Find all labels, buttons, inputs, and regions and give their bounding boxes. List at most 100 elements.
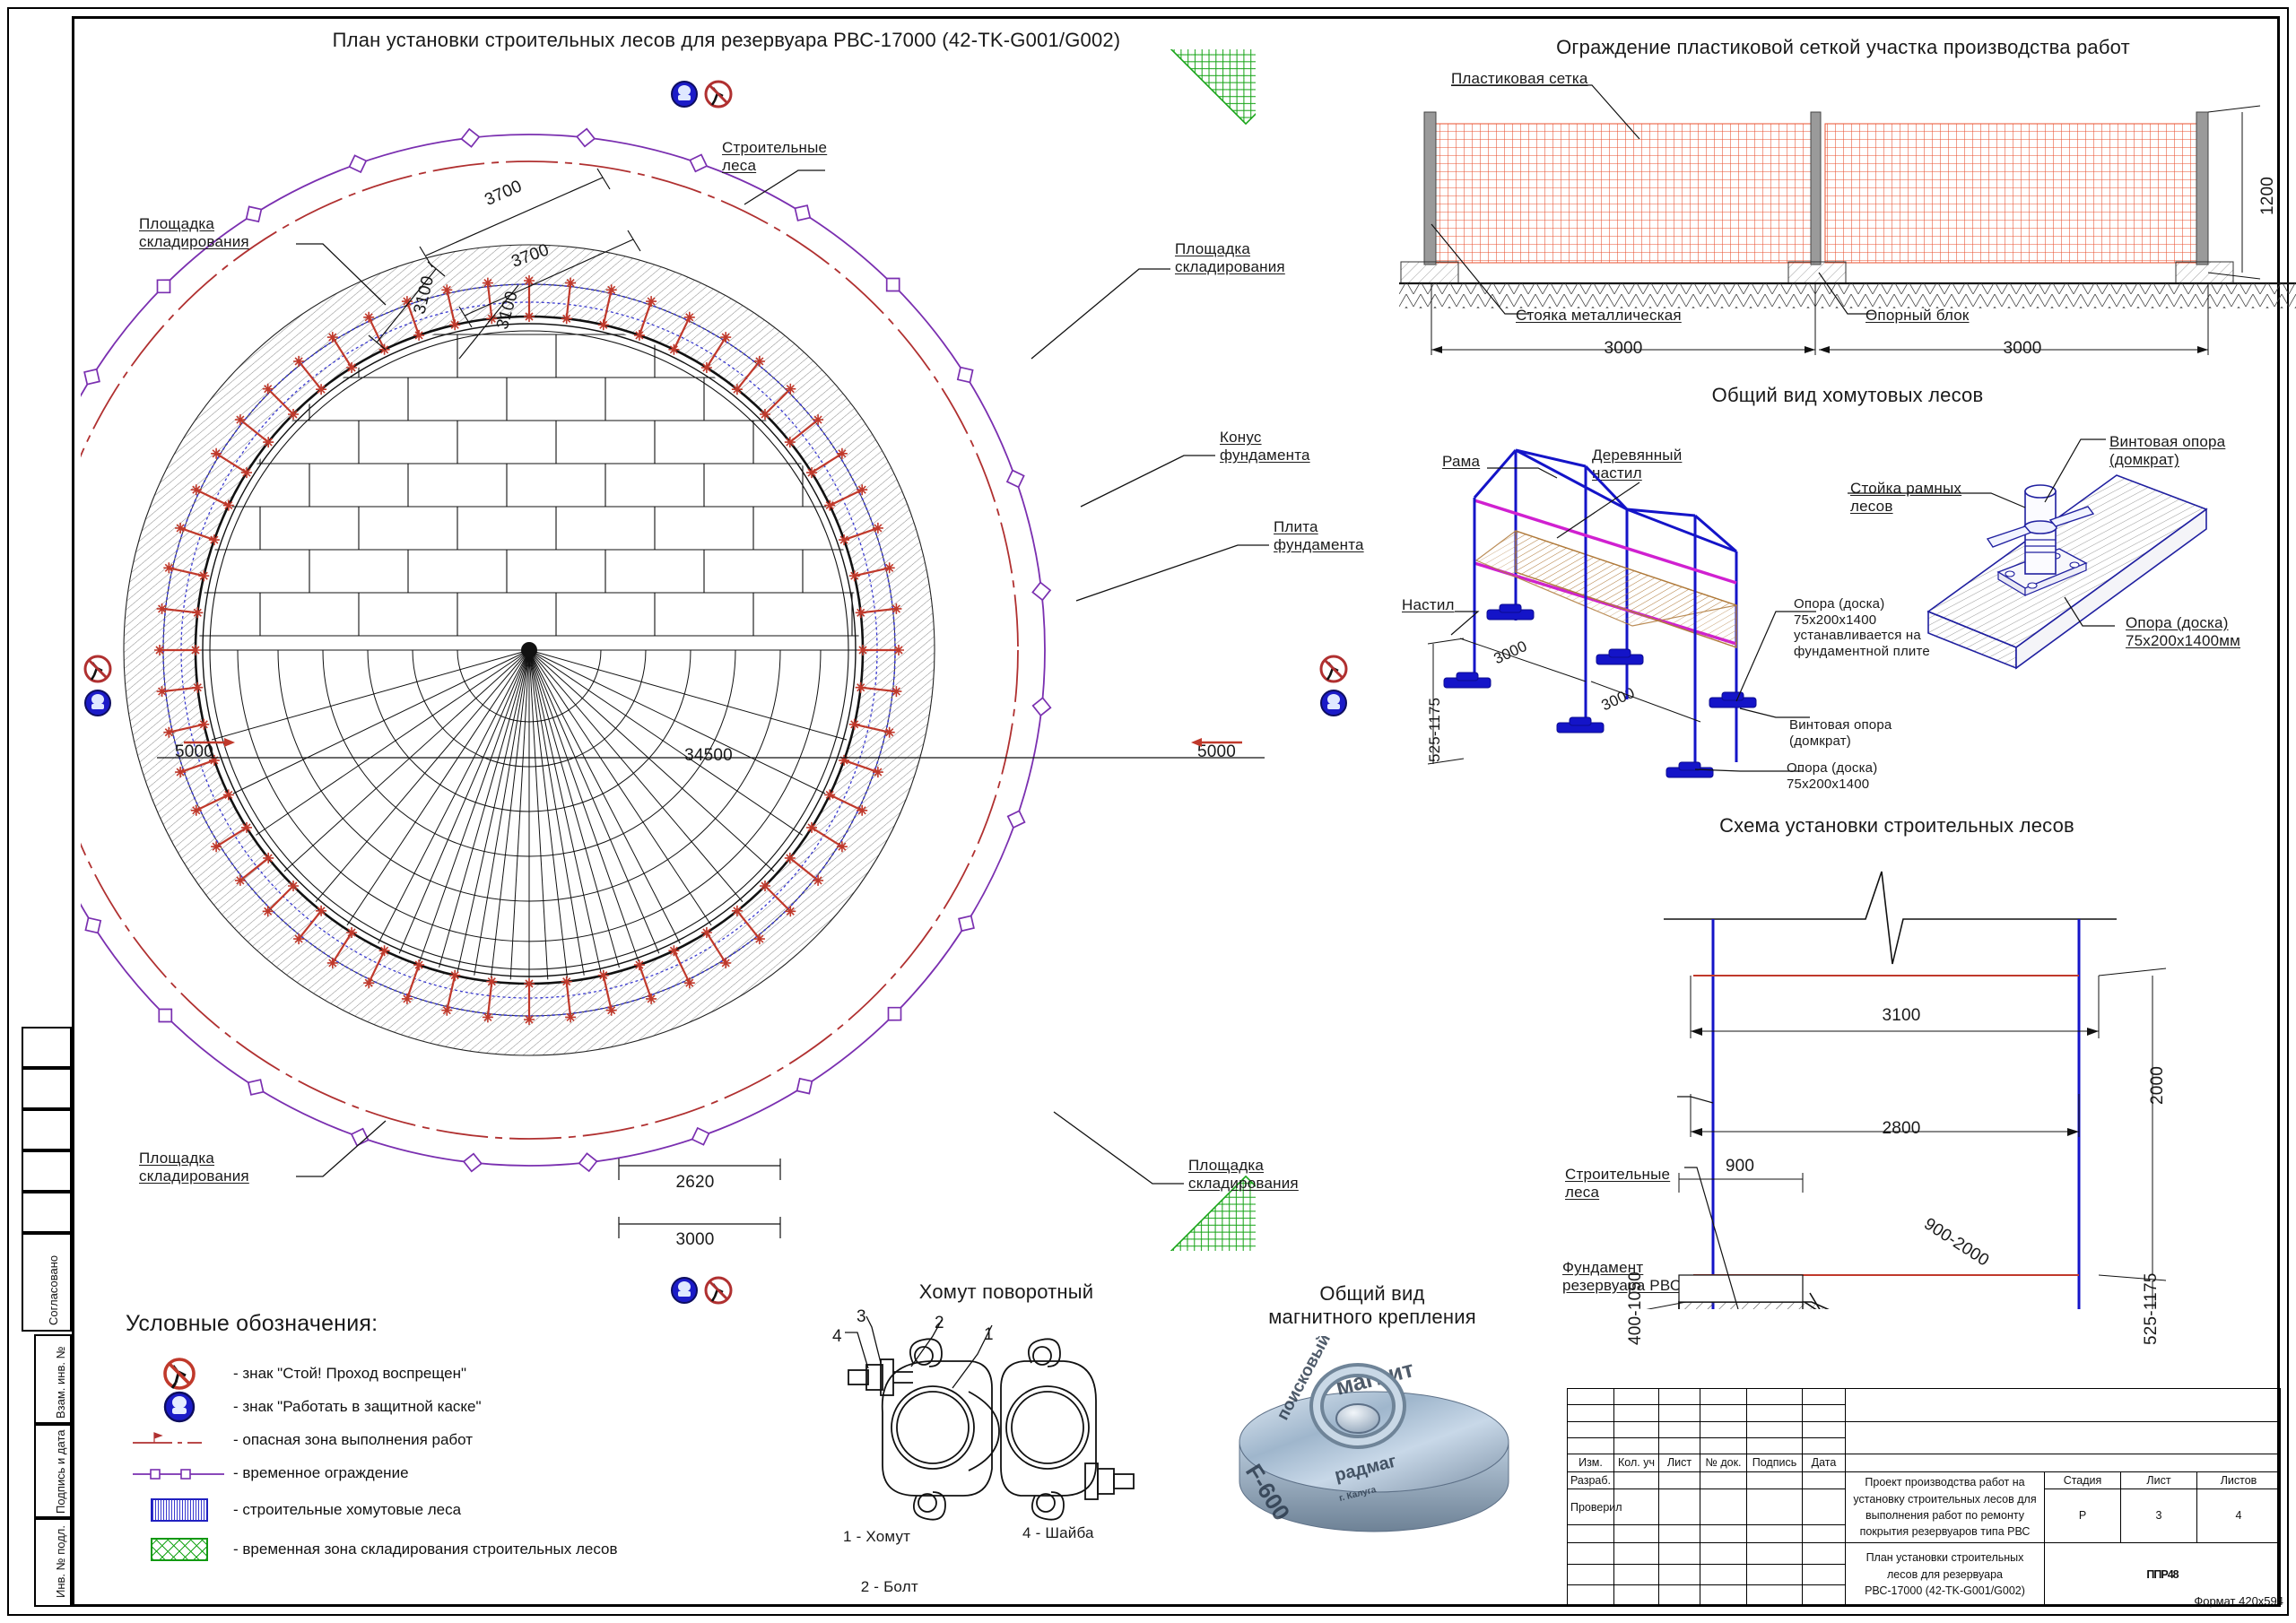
tb-rev-cell[interactable] bbox=[1658, 1420, 1700, 1438]
tb-rev-cell[interactable] bbox=[1700, 1387, 1747, 1406]
tb-role-cell[interactable] bbox=[1746, 1471, 1803, 1490]
tb-role-cell[interactable] bbox=[1658, 1584, 1700, 1607]
tb-role-cell[interactable] bbox=[1746, 1563, 1803, 1586]
tb-sheet-value: 3 bbox=[2120, 1488, 2197, 1543]
tb-role-cell[interactable] bbox=[1658, 1471, 1700, 1490]
tb-role-cell[interactable] bbox=[1658, 1488, 1700, 1526]
jack-label-post: Стойка рамных лесов bbox=[1850, 480, 1962, 516]
scaffold3d-drawing bbox=[1427, 448, 1816, 778]
lm-box-podpis bbox=[34, 1424, 72, 1518]
tb-role-cell[interactable] bbox=[1700, 1541, 1747, 1565]
sign-pair-bottom bbox=[671, 1276, 733, 1305]
tb-role-cell[interactable] bbox=[1746, 1541, 1803, 1565]
tb-role-cell[interactable] bbox=[1567, 1563, 1614, 1586]
temporary-fence-line bbox=[81, 134, 1046, 1167]
lm-cell-1 bbox=[22, 1027, 72, 1068]
lm-cell-4 bbox=[22, 1150, 72, 1192]
tb-rev-cell[interactable] bbox=[1567, 1404, 1614, 1422]
tb-role-cell[interactable] bbox=[1613, 1563, 1659, 1586]
lm-cell-5 bbox=[22, 1192, 72, 1233]
scaffold3d-panel-title: Общий вид хомутовых лесов bbox=[1711, 384, 1984, 406]
tb-role-cell[interactable] bbox=[1802, 1563, 1846, 1586]
install-dim-3100: 3100 bbox=[1882, 1006, 1921, 1025]
tb-rev-cell[interactable] bbox=[1746, 1436, 1803, 1455]
tb-rev-cell[interactable] bbox=[1613, 1436, 1659, 1455]
tb-head-stadia: Стадия bbox=[2044, 1471, 2121, 1490]
tb-role-cell[interactable] bbox=[1613, 1584, 1659, 1607]
tb-role-cell[interactable] bbox=[1700, 1524, 1747, 1543]
tb-rev-cell[interactable] bbox=[1700, 1420, 1747, 1438]
install-label-foundation: Фундамент резервуара РВС bbox=[1562, 1259, 1682, 1295]
sheet-border-inner bbox=[72, 16, 2280, 1607]
tb-role-cell[interactable] bbox=[1746, 1524, 1803, 1543]
tb-rev-cell[interactable] bbox=[1613, 1404, 1659, 1422]
scaffold-tie-marks bbox=[154, 275, 904, 1025]
title-block: Изм. Кол. уч Лист № док. Подпись Дата Ра… bbox=[1567, 1387, 2281, 1608]
tb-role-cell[interactable] bbox=[1802, 1541, 1846, 1565]
tb-role-cell[interactable] bbox=[1746, 1584, 1803, 1607]
legend-title: Условные обозначения: bbox=[126, 1311, 378, 1336]
tb-role-cell[interactable] bbox=[1567, 1541, 1614, 1565]
tb-rev-cell[interactable] bbox=[1567, 1420, 1614, 1438]
jack-drawing bbox=[1848, 438, 2208, 670]
tb-head-list2: Лист bbox=[2120, 1471, 2197, 1490]
tb-rev-cell[interactable] bbox=[1658, 1404, 1700, 1422]
tb-rev-cell[interactable] bbox=[1567, 1387, 1614, 1406]
clamp-callout-4: 4 bbox=[832, 1327, 842, 1346]
tb-rev-cell[interactable] bbox=[1700, 1404, 1747, 1422]
tb-rev-cell[interactable] bbox=[1802, 1420, 1846, 1438]
legend-text-helmet: - знак "Работать в защитной каске" bbox=[233, 1398, 482, 1415]
dim-5000-right: 5000 bbox=[1197, 742, 1237, 761]
sign-pair-left bbox=[83, 655, 112, 716]
tb-rev-cell[interactable] bbox=[1746, 1387, 1803, 1406]
plan-label-scaffolding: Строительные леса bbox=[722, 139, 828, 175]
tb-role-cell[interactable] bbox=[1613, 1541, 1659, 1565]
tb-role-cell[interactable] bbox=[1658, 1524, 1700, 1543]
tb-head-izm: Изм. bbox=[1567, 1454, 1614, 1472]
tb-rev-cell[interactable] bbox=[1700, 1436, 1747, 1455]
tb-rev-cell[interactable] bbox=[1802, 1404, 1846, 1422]
dim-5000-left: 5000 bbox=[175, 742, 214, 761]
tb-stage-value: Р bbox=[2044, 1488, 2121, 1543]
tb-role-cell[interactable] bbox=[1700, 1471, 1747, 1490]
tb-role-cell[interactable] bbox=[1613, 1524, 1659, 1543]
tb-rev-cell[interactable] bbox=[1613, 1420, 1659, 1438]
tb-rev-cell[interactable] bbox=[1567, 1436, 1614, 1455]
clamp-callout-3: 3 bbox=[857, 1307, 866, 1326]
tb-rev-cell[interactable] bbox=[1658, 1387, 1700, 1406]
tb-rev-cell[interactable] bbox=[1658, 1436, 1700, 1455]
tb-rev-cell[interactable] bbox=[1613, 1387, 1659, 1406]
magnet-panel-title: Общий вид магнитного крепления bbox=[1268, 1282, 1476, 1328]
tb-role-cell[interactable] bbox=[1567, 1584, 1614, 1607]
tb-role-cell[interactable] bbox=[1700, 1584, 1747, 1607]
tb-rev-cell[interactable] bbox=[1802, 1436, 1846, 1455]
legend-text-fence: - временное ограждение bbox=[233, 1464, 409, 1481]
tb-role-cell[interactable] bbox=[1700, 1488, 1747, 1526]
tb-head-podpis: Подпись bbox=[1746, 1454, 1803, 1472]
tb-role-cell[interactable] bbox=[1658, 1541, 1700, 1565]
tb-blank-head bbox=[1845, 1454, 2281, 1472]
legend-row-scaffold: - строительные хомутовые леса bbox=[126, 1490, 700, 1530]
legend-row-danger: - опасная зона выполнения работ bbox=[126, 1424, 700, 1457]
legend-row-storage: - временная зона складирования строитель… bbox=[126, 1530, 700, 1569]
tb-role-cell[interactable] bbox=[1802, 1488, 1846, 1526]
lm-cell-2 bbox=[22, 1068, 72, 1109]
jack-label-board: Опора (доска) 75х200х1400мм bbox=[2126, 614, 2241, 650]
tb-role-cell[interactable] bbox=[1746, 1488, 1803, 1526]
tb-role-cell[interactable] bbox=[1567, 1524, 1614, 1543]
tb-role-cell[interactable] bbox=[1802, 1584, 1846, 1607]
scaffold3d-label-board-support2: Опора (доска) 75х200х1400 bbox=[1787, 760, 1878, 792]
tb-role-cell[interactable] bbox=[1658, 1563, 1700, 1586]
plan-title: План установки строительных лесов для ре… bbox=[332, 29, 1121, 51]
clamp-panel-title: Хомут поворотный bbox=[918, 1280, 1094, 1303]
tb-rev-cell[interactable] bbox=[1802, 1387, 1846, 1406]
fence-label-post: Стояка металлическая bbox=[1516, 307, 1682, 324]
tb-role-cell[interactable] bbox=[1802, 1471, 1846, 1490]
lm-box-soglas2 bbox=[22, 1233, 72, 1332]
tb-role-cell[interactable] bbox=[1700, 1563, 1747, 1586]
tb-role-cell[interactable] bbox=[1613, 1471, 1659, 1490]
tb-role-cell[interactable] bbox=[1802, 1524, 1846, 1543]
scaffold-hatch-icon bbox=[126, 1497, 233, 1522]
tb-rev-cell[interactable] bbox=[1746, 1420, 1803, 1438]
tb-rev-cell[interactable] bbox=[1746, 1404, 1803, 1422]
